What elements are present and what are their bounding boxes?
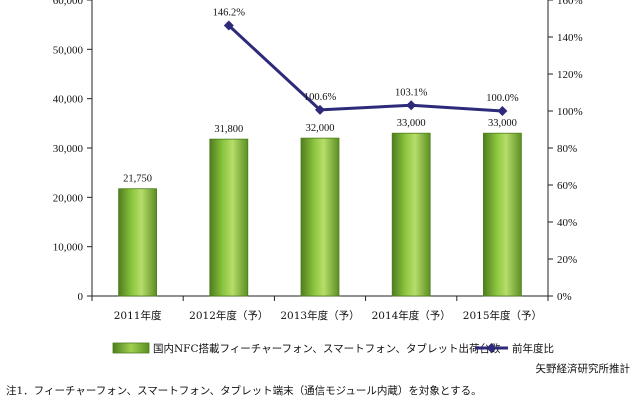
y-left-tick-label: 10,000 — [53, 242, 84, 254]
x-tick-label: 2013年度（予） — [280, 309, 359, 322]
x-tick-label: 2011年度 — [114, 309, 162, 322]
x-tick-label: 2012年度（予） — [189, 309, 268, 322]
legend-swatch-bar — [112, 342, 150, 354]
bar-value-label: 21,750 — [123, 174, 152, 185]
y-left-tick-label: 40,000 — [53, 94, 84, 106]
bar — [391, 132, 431, 297]
bar-series — [118, 132, 522, 297]
line-series — [223, 20, 508, 116]
bar — [209, 138, 249, 297]
y-right-tick-label: 80% — [557, 143, 577, 155]
bar-value-label: 32,000 — [306, 123, 335, 134]
ratio-value-label: 100.6% — [304, 92, 337, 103]
bar — [300, 137, 340, 297]
axes: 0 10,000 20,000 30,000 40,000 50,000 60,000 0% 2… — [53, 0, 583, 322]
source-credit: 矢野経済研究所推計 — [536, 362, 631, 375]
bar-value-label: 33,000 — [488, 118, 517, 129]
ratio-value-label: 103.1% — [395, 87, 428, 98]
y-right-tick-label: 20% — [557, 254, 577, 266]
legend: 国内NFC搭載フィーチャーフォン、スマートフォン、タブレット出荷台数 前年度比 — [112, 342, 554, 355]
bar — [482, 132, 522, 297]
y-right-tick-label: 160% — [557, 0, 583, 7]
y-left-tick-label: 50,000 — [53, 44, 84, 56]
y-right-tick-label: 140% — [557, 32, 583, 44]
bar-value-label: 31,800 — [214, 124, 243, 135]
y-left-tick-label: 20,000 — [53, 192, 84, 204]
bar-value-label: 33,000 — [397, 118, 426, 129]
ratio-value-label: 146.2% — [213, 8, 246, 19]
y-right-tick-label: 0% — [557, 291, 572, 303]
ratio-marker — [315, 104, 325, 115]
y-right-tick-label: 40% — [557, 217, 577, 229]
ratio-line — [227, 24, 503, 113]
y-left-tick-label: 0 — [78, 291, 84, 303]
ratio-marker — [223, 20, 234, 31]
ratio-marker — [406, 100, 417, 111]
footnote: 注1．フィーチャーフォン、スマートフォン、タブレット端末（通信モジュール内蔵）を… — [6, 384, 482, 397]
ratio-marker — [497, 106, 508, 116]
legend-swatch-marker — [486, 343, 497, 353]
x-tick-label: 2014年度（予） — [372, 309, 451, 322]
y-left-tick-label: 60,000 — [53, 0, 84, 7]
y-left-tick-label: 30,000 — [53, 143, 84, 155]
x-tick-label: 2015年度（予） — [463, 309, 542, 322]
y-right-tick-label: 100% — [557, 106, 583, 118]
bar — [118, 188, 157, 297]
y-right-tick-label: 60% — [557, 180, 577, 192]
legend-label-bar: 国内NFC搭載フィーチャーフォン、スマートフォン、タブレット出荷台数 — [153, 342, 501, 355]
legend-label-line: 前年度比 — [512, 342, 554, 355]
data-labels: 21,750 31,800 32,000 33,000 33,000 146.2% 100.… — [123, 8, 519, 185]
ratio-value-label: 100.0% — [486, 93, 519, 104]
y-right-tick-label: 120% — [557, 69, 583, 81]
